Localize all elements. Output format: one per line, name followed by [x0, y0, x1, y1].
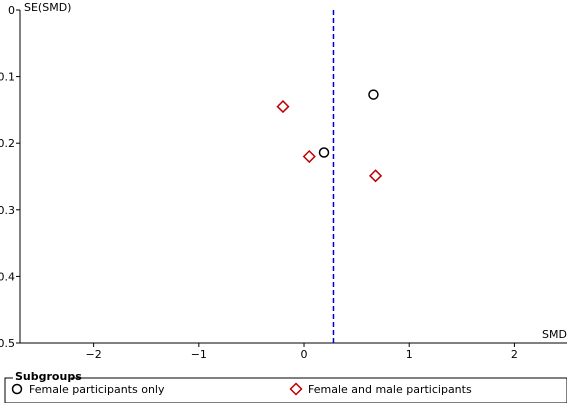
x-tick-label: −1 [191, 348, 207, 361]
legend-circle-marker [11, 383, 23, 395]
x-axis-title: SMD [542, 328, 567, 341]
legend-title-bg [13, 370, 71, 384]
y-tick-label: 0.2 [0, 137, 15, 150]
x-tick-label: 2 [511, 348, 518, 361]
x-tick-label: 1 [406, 348, 413, 361]
ticks: 0 0.1 0.2 0.3 0.4 0.5 −2 −1 0 1 2 [0, 4, 518, 361]
legend: Subgroups Female participants only Female… [4, 370, 567, 403]
circle-data-point [318, 147, 330, 158]
y-tick-label: 0.5 [0, 337, 15, 350]
legend-diamond-marker [289, 382, 303, 396]
legend-title: Subgroups [15, 370, 82, 383]
circle-data-point [368, 89, 379, 100]
y-tick-label: 0.4 [0, 270, 15, 283]
legend-entry-label: Female and male participants [308, 383, 472, 396]
y-axis-title: SE(SMD) [24, 1, 71, 14]
y-tick-label: 0.3 [0, 204, 15, 217]
axes: SE(SMD) SMD [19, 1, 567, 344]
data-points [276, 89, 383, 183]
diamond-data-point [368, 169, 383, 183]
y-tick-label: 0 [8, 4, 15, 17]
y-tick-label: 0.1 [0, 71, 15, 84]
legend-entry-label: Female participants only [29, 383, 165, 396]
diamond-data-point [302, 149, 316, 164]
x-tick-label: 0 [301, 348, 308, 361]
legend-box [4, 377, 567, 403]
diamond-data-point [276, 100, 290, 114]
x-tick-label: −2 [86, 348, 102, 361]
legend-items: Female participants only Female and male … [11, 382, 472, 396]
